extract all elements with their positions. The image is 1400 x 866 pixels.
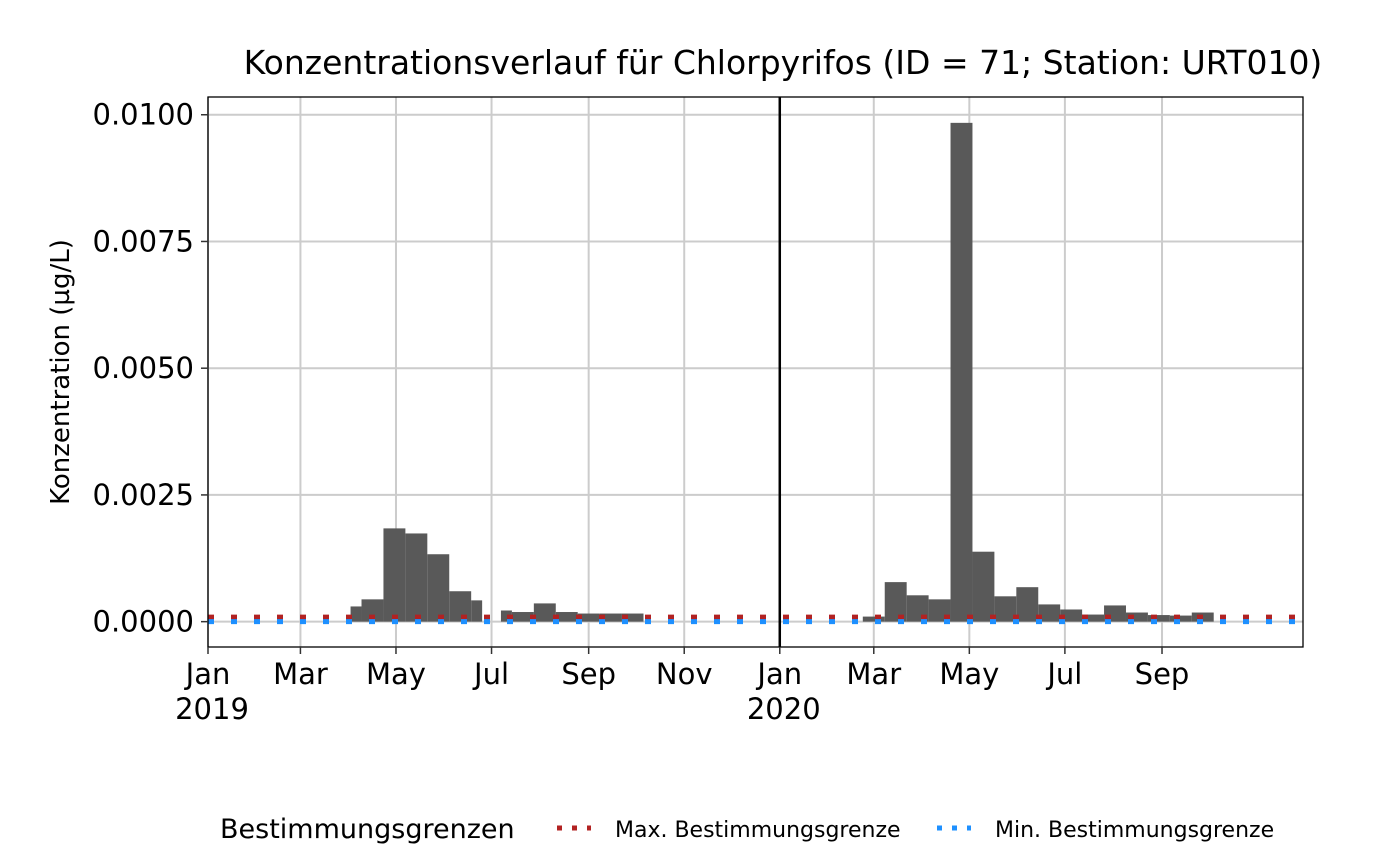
x-tick-label: Jan xyxy=(755,657,802,691)
bar xyxy=(1038,604,1061,622)
bar xyxy=(449,591,472,622)
x-tick-label: Sep xyxy=(1135,657,1190,691)
x-tick-label: May xyxy=(366,657,426,691)
legend-title: Bestimmungsgrenzen xyxy=(220,814,515,845)
y-tick-label: 0.0000 xyxy=(93,605,194,639)
plot-background xyxy=(208,97,1303,647)
y-tick-label: 0.0075 xyxy=(93,224,194,258)
bar xyxy=(577,613,600,622)
legend-label-min: Min. Bestimmungsgrenze xyxy=(995,818,1274,843)
bar xyxy=(427,554,450,622)
x-tick-label: Jul xyxy=(472,657,509,691)
y-axis-title: Konzentration (µg/L) xyxy=(46,239,76,505)
plot-border xyxy=(207,96,1304,648)
bar xyxy=(471,600,483,622)
chart-title: Konzentrationsverlauf für Chlorpyrifos (… xyxy=(244,43,1323,82)
bar xyxy=(884,582,907,622)
legend-label-max: Max. Bestimmungsgrenze xyxy=(615,818,901,843)
bar xyxy=(500,610,512,622)
legend: Bestimmungsgrenzen Max. Bestimmungsgrenz… xyxy=(220,814,1274,845)
x-tick-label: Sep xyxy=(561,657,616,691)
bar xyxy=(350,606,362,622)
x-tick-label: May xyxy=(939,657,999,691)
bar xyxy=(1125,612,1148,622)
bar xyxy=(1169,615,1192,622)
bar xyxy=(1082,614,1105,622)
y-tick-label: 0.0100 xyxy=(93,98,194,132)
x-tick-year-label: 2019 xyxy=(175,692,249,726)
bar xyxy=(1016,587,1039,622)
y-tick-label: 0.0050 xyxy=(93,351,194,385)
bar xyxy=(361,599,384,622)
y-tick-label: 0.0025 xyxy=(93,478,194,512)
bar xyxy=(1060,609,1083,622)
x-tick-label: Jul xyxy=(1045,657,1082,691)
bar xyxy=(383,528,406,622)
bar xyxy=(405,533,428,622)
bar xyxy=(994,596,1017,622)
bar xyxy=(555,612,578,622)
bar xyxy=(862,616,885,622)
x-tick-label: Mar xyxy=(846,657,901,691)
bar xyxy=(533,603,556,622)
bars xyxy=(350,122,1214,622)
x-tick-label: Jan xyxy=(184,657,231,691)
x-tick-year-label: 2020 xyxy=(747,692,821,726)
x-tick-label: Nov xyxy=(656,657,713,691)
bar xyxy=(599,613,622,622)
bar xyxy=(621,613,644,622)
bar xyxy=(950,122,973,622)
y-axis: 0.0000 0.0025 0.0050 0.0075 0.0100 xyxy=(93,98,208,639)
bar xyxy=(511,612,534,622)
bar xyxy=(972,551,995,622)
bar xyxy=(1147,615,1170,622)
x-tick-label: Mar xyxy=(273,657,328,691)
